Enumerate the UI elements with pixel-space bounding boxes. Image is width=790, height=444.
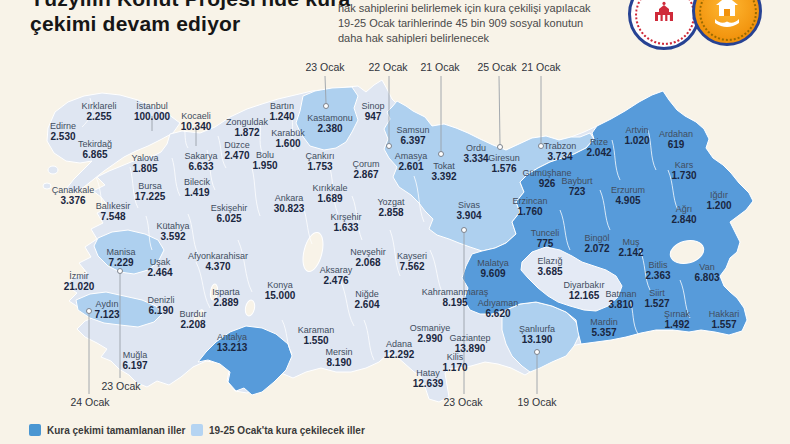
province-label: Çorum2.867 xyxy=(352,160,379,179)
province-label: Şanlıurfa13.190 xyxy=(519,325,555,344)
province-label: Bayburt723 xyxy=(561,177,592,196)
date-callout: 23 Ocak xyxy=(443,396,482,408)
province-label: Çankırı1.753 xyxy=(305,152,334,171)
province-label: Kayseri7.562 xyxy=(397,252,427,271)
province-label: Yalova1.805 xyxy=(132,154,159,173)
province-label: Aydın7.123 xyxy=(94,300,119,319)
province-label: Kırşehir1.633 xyxy=(330,213,361,232)
infographic: { "title": {"line1": "Yüzyılın Konut Pro… xyxy=(0,0,790,444)
island xyxy=(43,183,51,189)
province-label: Kırklareli2.255 xyxy=(81,102,116,121)
province-label: Kocaeli10.340 xyxy=(181,112,212,131)
province-label: Elazığ3.685 xyxy=(537,257,562,276)
province-label: Mardin5.357 xyxy=(590,318,618,337)
province-label: Batman3.810 xyxy=(605,290,636,309)
province-label: Malatya9.609 xyxy=(477,259,509,278)
province-label: Kırıkkale1.689 xyxy=(312,184,347,203)
province-label: Artvin1.020 xyxy=(624,126,649,145)
province-label: Ordu3.334 xyxy=(463,144,488,163)
province-label: İzmir21.020 xyxy=(64,272,95,291)
province-label: Osmaniye2.990 xyxy=(410,324,451,343)
province-label: Kütahya3.592 xyxy=(156,222,189,241)
province-label: Diyarbakır12.165 xyxy=(563,281,604,300)
province-label: Bilecik1.419 xyxy=(184,178,210,197)
province-label: Kahramanmaraş8.195 xyxy=(422,288,489,307)
province-label: Mersin8.190 xyxy=(325,348,352,367)
province-label: Muğla6.197 xyxy=(122,351,147,370)
province-label: Burdur2.208 xyxy=(179,310,206,329)
province-label: Iğdır1.200 xyxy=(706,191,731,210)
province-label: Siirt1.527 xyxy=(644,289,669,308)
province-label: Konya15.000 xyxy=(265,281,296,300)
province-label: Denizli6.190 xyxy=(147,296,174,315)
date-callout: 23 Ocak xyxy=(101,380,140,392)
province-label: Bolu1.950 xyxy=(252,151,277,170)
province-label: Van6.803 xyxy=(694,263,719,282)
date-callout: 19 Ocak xyxy=(517,396,556,408)
province-label: Şırnak1.492 xyxy=(664,310,690,329)
province-label: Çanakkale3.376 xyxy=(52,186,95,205)
province-label: İstanbul100.000 xyxy=(134,102,170,121)
date-callout: 25 Ocak xyxy=(477,61,516,73)
province-label: Afyonkarahisar4.370 xyxy=(188,252,248,271)
province-label: Düzce2.470 xyxy=(224,141,250,160)
province-label: Tekirdağ6.865 xyxy=(78,140,112,159)
province-label: Isparta2.889 xyxy=(212,288,240,307)
province-label: Ardahan619 xyxy=(659,130,693,149)
province-label: Karaman1.550 xyxy=(298,326,335,345)
province-label: Amasya2.601 xyxy=(395,152,428,171)
province-label: Bingöl2.072 xyxy=(584,234,609,253)
province-label: Tunceli775 xyxy=(531,229,560,248)
island xyxy=(48,166,58,174)
province-label: Manisa7.229 xyxy=(106,248,135,267)
province-label: Erzurum4.905 xyxy=(611,186,645,205)
province-label: Muş2.142 xyxy=(618,238,643,257)
province-label: Bitlis2.363 xyxy=(645,261,670,280)
province-label: Ağrı2.840 xyxy=(671,205,696,224)
province-label: Kars1.730 xyxy=(671,161,696,180)
date-callout: 23 Ocak xyxy=(305,61,344,73)
province-label: Hakkari1.557 xyxy=(709,310,740,329)
province-label: Erzincan1.760 xyxy=(512,197,547,216)
province-label: Eskişehir6.025 xyxy=(211,204,248,223)
province-label: Gaziantep13.890 xyxy=(449,334,490,353)
province-label: Adana12.292 xyxy=(384,340,415,359)
province-label: Giresun1.576 xyxy=(488,154,520,173)
province-label: Rize2.042 xyxy=(586,138,611,157)
province-label: Antalya13.213 xyxy=(217,333,248,352)
province-label: Aksaray2.476 xyxy=(320,266,353,285)
province-label: Yozgat2.858 xyxy=(377,198,404,217)
province-label: Karabük1.600 xyxy=(271,129,305,148)
province-label: Hatay12.639 xyxy=(413,369,444,388)
date-callout: 21 Ocak xyxy=(521,61,560,73)
date-callout: 24 Ocak xyxy=(70,396,109,408)
province-label: Tokat3.392 xyxy=(431,162,456,181)
province-label: Sinop947 xyxy=(361,102,384,121)
date-callout: 22 Ocak xyxy=(368,61,407,73)
province-label: Uşak2.464 xyxy=(147,258,172,277)
province-label: Balıkesir7.548 xyxy=(96,202,131,221)
province-label: Ankara30.823 xyxy=(274,194,305,213)
province-label: Niğde2.604 xyxy=(354,290,379,309)
province-label: Kilis1.170 xyxy=(442,353,467,372)
province-label: Trabzon3.734 xyxy=(544,142,577,161)
province-label: Samsun6.397 xyxy=(396,126,429,145)
province-label: Edirne2.530 xyxy=(50,122,76,141)
province-label: Bursa17.225 xyxy=(135,182,166,201)
province-label: Bartın1.240 xyxy=(269,102,294,121)
province-label: Sakarya6.633 xyxy=(184,152,217,171)
province-label: Nevşehir2.068 xyxy=(350,248,386,267)
province-label: Sivas3.904 xyxy=(456,201,481,220)
province-label: Zonguldak1.872 xyxy=(226,118,268,137)
date-callout: 21 Ocak xyxy=(420,61,459,73)
province-label: Kastamonu2.380 xyxy=(307,114,353,133)
